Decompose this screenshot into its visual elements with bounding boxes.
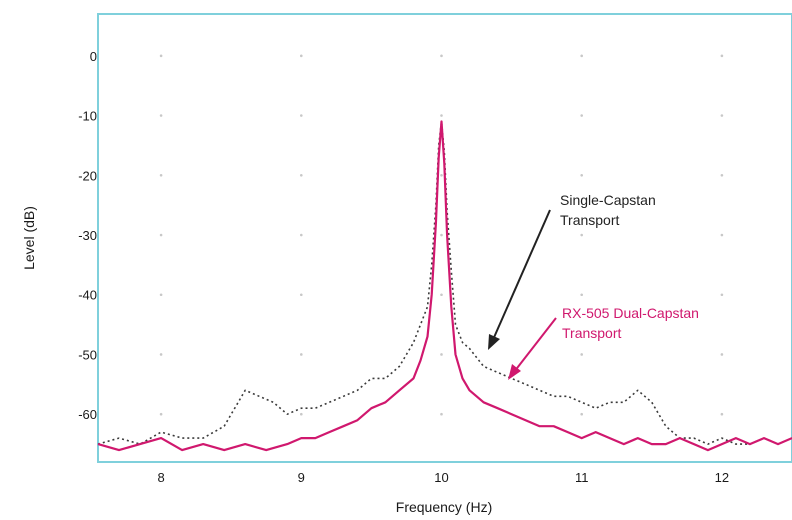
annotation-dual-line2: Transport <box>562 325 622 341</box>
grid-dot <box>440 173 443 177</box>
grid-dot <box>159 353 163 356</box>
arrow-dual-capstan <box>513 317 557 373</box>
y-tick-label: 0 <box>90 49 97 64</box>
x-tick-label: 8 <box>157 470 164 485</box>
grid-dot <box>159 173 163 177</box>
grid-dot <box>580 412 583 416</box>
grid-dot <box>580 173 583 177</box>
grid-dot <box>440 293 443 297</box>
grid-dot <box>299 233 303 237</box>
grid-dot <box>440 114 443 117</box>
grid-dot <box>720 412 724 416</box>
grid-dot <box>159 233 163 237</box>
x-tick-label: 12 <box>715 470 729 485</box>
y-tick-label: -10 <box>78 109 97 124</box>
grid-dot <box>580 353 583 356</box>
grid-dot <box>440 353 443 356</box>
grid-dot <box>299 412 303 416</box>
grid-dot <box>580 233 583 237</box>
grid-dot <box>440 412 443 416</box>
y-axis-label: Level (dB) <box>21 206 37 270</box>
grid-dot <box>299 293 303 297</box>
y-tick-label: -20 <box>78 168 97 183</box>
plot-frame <box>97 13 792 463</box>
grid-dot <box>720 293 724 297</box>
x-axis-label: Frequency (Hz) <box>396 499 492 515</box>
arrow-single-capstan <box>491 209 551 343</box>
grid-dot <box>299 54 303 58</box>
grid-dot <box>720 233 724 237</box>
grid-dot <box>720 54 724 58</box>
grid-dot <box>580 54 583 58</box>
series-lines <box>97 120 792 452</box>
y-tick-label: -60 <box>78 407 97 422</box>
series-line-dual-capstan <box>97 120 792 452</box>
x-tick-label: 10 <box>434 470 448 485</box>
grid-dot <box>720 353 724 356</box>
grid-dot <box>299 173 303 177</box>
x-axis-ticks: 8 9 10 11 12 <box>157 470 729 485</box>
x-tick-label: 9 <box>298 470 305 485</box>
grid-dot <box>159 54 163 58</box>
annotation-dual-capstan: RX-505 Dual-Capstan Transport <box>508 305 699 380</box>
grid-dot <box>159 114 163 117</box>
grid-dot <box>580 293 583 297</box>
grid-dot <box>440 233 443 237</box>
grid-dot <box>299 353 303 356</box>
arrowhead-single-capstan <box>488 334 500 350</box>
grid-dot <box>159 293 163 297</box>
arrowhead-dual-capstan <box>508 364 521 380</box>
grid <box>159 54 724 416</box>
y-tick-label: -30 <box>78 228 97 243</box>
x-tick-label: 11 <box>575 470 589 485</box>
grid-dot <box>720 173 724 177</box>
grid-dot <box>299 114 303 117</box>
y-tick-label: -50 <box>78 347 97 362</box>
grid-dot <box>440 54 443 58</box>
grid-dot <box>159 412 163 416</box>
annotation-single-capstan: Single-Capstan Transport <box>488 192 656 350</box>
grid-dot <box>720 114 724 117</box>
annotation-single-line2: Transport <box>560 212 620 228</box>
y-axis-ticks: 0 -10 -20 -30 -40 -50 -60 <box>78 49 97 422</box>
annotation-dual-line1: RX-505 Dual-Capstan <box>562 305 699 321</box>
y-tick-label: -40 <box>78 288 97 303</box>
grid-dot <box>580 114 583 117</box>
annotation-single-line1: Single-Capstan <box>560 192 656 208</box>
